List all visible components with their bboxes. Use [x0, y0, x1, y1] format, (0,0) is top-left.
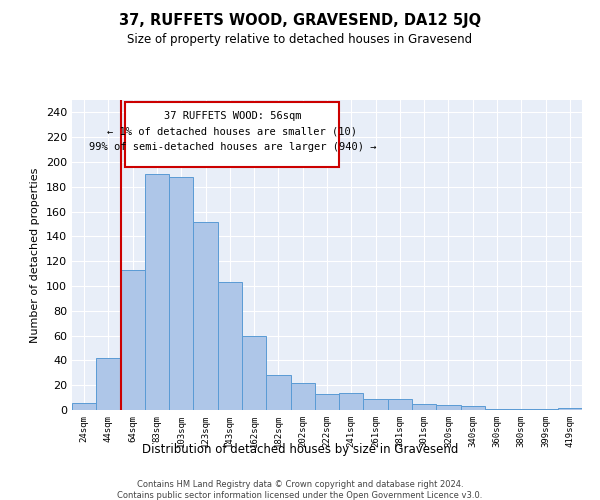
Bar — [461, 406, 485, 410]
Y-axis label: Number of detached properties: Number of detached properties — [31, 168, 40, 342]
Text: Contains HM Land Registry data © Crown copyright and database right 2024.: Contains HM Land Registry data © Crown c… — [137, 480, 463, 489]
Text: 37 RUFFETS WOOD: 56sqm: 37 RUFFETS WOOD: 56sqm — [164, 111, 301, 121]
Bar — [412, 404, 436, 410]
Bar — [339, 392, 364, 410]
Bar — [388, 399, 412, 410]
Text: Contains public sector information licensed under the Open Government Licence v3: Contains public sector information licen… — [118, 491, 482, 500]
Text: Size of property relative to detached houses in Gravesend: Size of property relative to detached ho… — [127, 32, 473, 46]
Text: Distribution of detached houses by size in Gravesend: Distribution of detached houses by size … — [142, 442, 458, 456]
Bar — [436, 405, 461, 410]
Bar — [315, 394, 339, 410]
Bar — [72, 402, 96, 410]
Bar — [266, 376, 290, 410]
Bar — [364, 399, 388, 410]
FancyBboxPatch shape — [125, 102, 339, 167]
Bar — [193, 222, 218, 410]
Bar — [96, 358, 121, 410]
Text: ← 1% of detached houses are smaller (10): ← 1% of detached houses are smaller (10) — [107, 126, 357, 136]
Bar — [218, 282, 242, 410]
Bar — [145, 174, 169, 410]
Bar — [290, 382, 315, 410]
Text: 99% of semi-detached houses are larger (940) →: 99% of semi-detached houses are larger (… — [89, 142, 376, 152]
Bar — [509, 409, 533, 410]
Bar — [485, 409, 509, 410]
Bar — [533, 409, 558, 410]
Bar — [242, 336, 266, 410]
Bar — [558, 408, 582, 410]
Bar — [121, 270, 145, 410]
Text: 37, RUFFETS WOOD, GRAVESEND, DA12 5JQ: 37, RUFFETS WOOD, GRAVESEND, DA12 5JQ — [119, 12, 481, 28]
Bar — [169, 177, 193, 410]
